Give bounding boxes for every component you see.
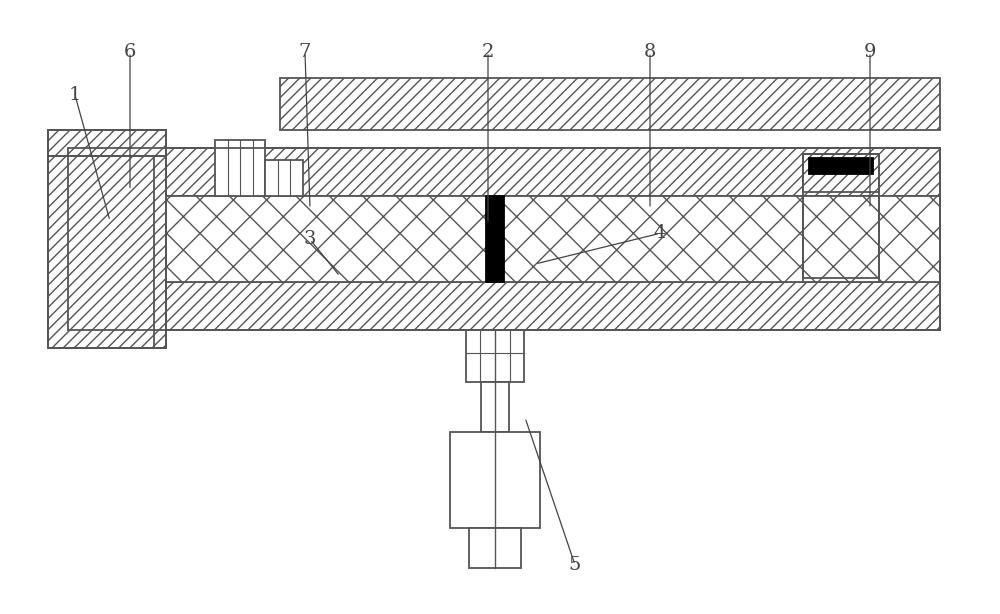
Text: 2: 2 bbox=[482, 43, 494, 61]
Bar bbox=[809, 158, 873, 174]
Bar bbox=[466, 330, 524, 382]
Text: 6: 6 bbox=[124, 43, 136, 61]
Bar bbox=[803, 154, 879, 192]
Text: 3: 3 bbox=[304, 230, 316, 249]
Bar bbox=[481, 382, 509, 432]
Bar bbox=[48, 130, 166, 348]
Bar bbox=[450, 432, 540, 528]
Text: 9: 9 bbox=[864, 43, 876, 61]
Bar bbox=[68, 196, 940, 282]
Bar bbox=[68, 148, 940, 330]
Text: 1: 1 bbox=[69, 86, 81, 104]
Bar bbox=[48, 130, 166, 348]
Text: 7: 7 bbox=[299, 43, 311, 61]
Bar bbox=[265, 160, 303, 196]
Bar bbox=[215, 140, 265, 196]
Bar bbox=[280, 78, 940, 130]
Bar bbox=[469, 528, 521, 568]
Bar bbox=[68, 282, 940, 330]
Text: 8: 8 bbox=[644, 43, 656, 61]
Text: 4: 4 bbox=[654, 224, 666, 243]
Text: 5: 5 bbox=[569, 556, 581, 574]
Bar bbox=[803, 154, 879, 278]
Bar bbox=[803, 196, 879, 282]
Bar bbox=[486, 196, 504, 282]
Bar bbox=[68, 148, 940, 196]
Bar bbox=[48, 130, 166, 156]
